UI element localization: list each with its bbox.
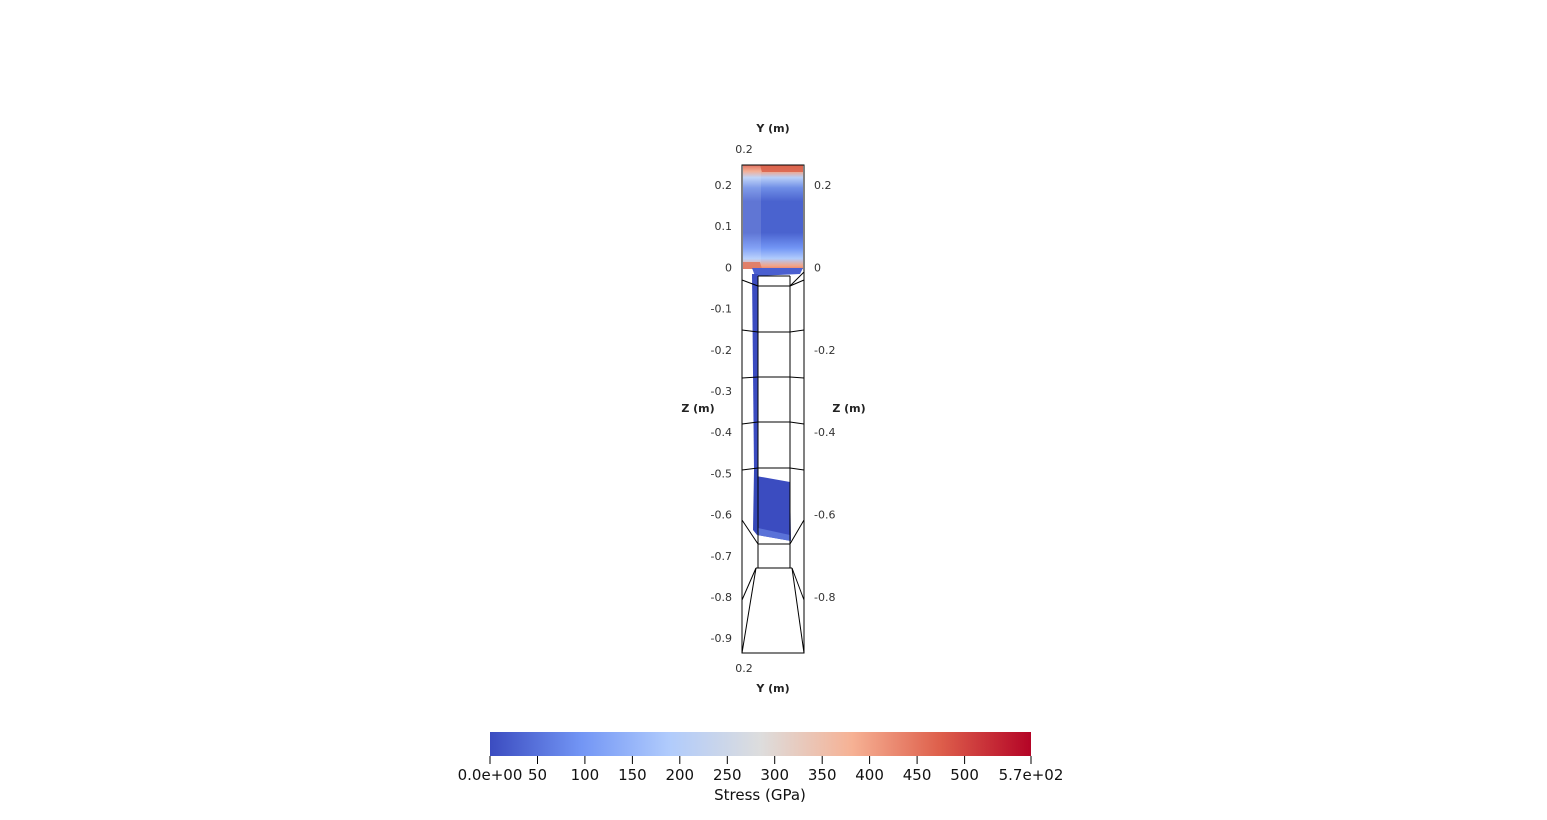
top-axis-tick: 0.2 xyxy=(735,143,753,156)
color-legend: 0.0e+00 5.7e+02 50 100 150 200 250 300 350 400 4… xyxy=(458,732,1064,804)
colorbar-gradient xyxy=(490,732,1031,756)
colorbar-tick-label: 50 xyxy=(528,766,547,784)
colorbar-tick-label: 450 xyxy=(903,766,932,784)
right-axis-tick-label: -0.8 xyxy=(814,591,835,604)
left-axis-tick-label: -0.2 xyxy=(711,344,732,357)
left-axis-tick-label: -0.6 xyxy=(711,509,732,522)
right-axis-tick-label: 0 xyxy=(814,261,821,274)
colorbar-tick-label: 500 xyxy=(950,766,979,784)
stress-strip xyxy=(752,268,803,276)
bottom-axis-tick: 0.2 xyxy=(735,662,753,675)
upper-block-shade xyxy=(743,165,761,269)
left-axis-tick-label: -0.5 xyxy=(711,467,732,480)
right-axis-title: Z (m) xyxy=(832,402,865,415)
left-axis-tick-label: 0 xyxy=(725,261,732,274)
colorbar-tick-labels: 50 100 150 200 250 300 350 400 450 500 xyxy=(528,766,979,784)
colorbar-tick-label: 150 xyxy=(618,766,647,784)
left-axis-tick-label: -0.7 xyxy=(711,550,732,563)
lower-stress-block-face xyxy=(753,470,758,535)
model-view[interactable] xyxy=(741,164,805,654)
colorbar-tick-label: 250 xyxy=(713,766,742,784)
left-axis-tick-label: -0.3 xyxy=(711,385,732,398)
left-axis-tick-label: -0.1 xyxy=(711,303,732,316)
left-axis-ticks: 0.2 0.1 0 -0.1 -0.2 -0.3 -0.4 -0.5 -0.6 -0.7 -0.8 -… xyxy=(711,179,732,645)
left-stress-column xyxy=(752,274,758,470)
colorbar-tick-label: 350 xyxy=(808,766,837,784)
upper-stress-block xyxy=(743,165,803,269)
colorbar-tick-label: 100 xyxy=(571,766,600,784)
top-axis-title: Y (m) xyxy=(755,122,789,135)
right-axis-tick-label: -0.6 xyxy=(814,509,835,522)
colorbar-tick-label: 200 xyxy=(665,766,694,784)
left-axis-tick-label: -0.4 xyxy=(711,426,732,439)
colorbar-title: Stress (GPa) xyxy=(714,786,806,804)
lower-edge-hotspot xyxy=(743,262,762,269)
mesh-wireframe xyxy=(741,164,805,654)
left-axis-tick-label: -0.8 xyxy=(711,591,732,604)
cube-axes: Y (m) 0.2 0.2 Y (m) Z (m) Z (m) 0.2 0.1 0 -… xyxy=(681,122,865,695)
colorbar-tick-label: 400 xyxy=(855,766,884,784)
colorbar-max-label: 5.7e+02 xyxy=(999,766,1064,784)
upper-block-hotspot xyxy=(760,165,803,172)
right-axis-tick-label: -0.4 xyxy=(814,426,835,439)
left-axis-title: Z (m) xyxy=(681,402,714,415)
bottom-axis-title: Y (m) xyxy=(755,682,789,695)
left-axis-tick-label: -0.9 xyxy=(711,632,732,645)
colorbar-tick-label: 300 xyxy=(760,766,789,784)
colorbar-min-label: 0.0e+00 xyxy=(458,766,523,784)
lower-stress-block xyxy=(756,476,791,541)
lower-stress-block-bottom xyxy=(757,528,791,541)
right-axis-ticks: 0.2 0 -0.2 -0.4 -0.6 -0.8 xyxy=(814,179,835,604)
left-axis-tick-label: 0.1 xyxy=(715,220,733,233)
colorbar-tick-marks xyxy=(489,756,1032,764)
right-axis-tick-label: 0.2 xyxy=(814,179,832,192)
right-axis-tick-label: -0.2 xyxy=(814,344,835,357)
left-axis-tick-label: 0.2 xyxy=(715,179,733,192)
